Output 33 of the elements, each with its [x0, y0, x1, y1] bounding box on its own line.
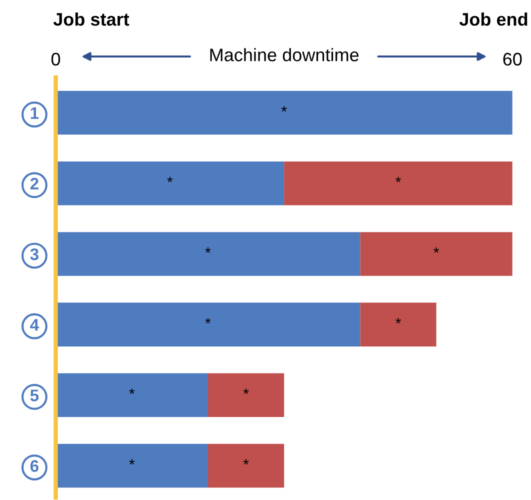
y-tick-label: 2 [30, 178, 38, 190]
data-label: * [205, 247, 211, 253]
data-label: * [129, 388, 135, 394]
bar [208, 444, 284, 488]
data-label: * [281, 106, 287, 112]
bar [56, 162, 284, 206]
bar [284, 162, 512, 206]
y-tick-label: 1 [30, 107, 39, 119]
text: Job end [459, 12, 528, 26]
text: Job start [53, 12, 130, 26]
data-label: * [167, 176, 173, 182]
data-label: * [434, 247, 440, 253]
data-label: * [129, 459, 135, 465]
x-tick-label: 0 [51, 52, 60, 66]
y-tick-label: 5 [30, 390, 39, 402]
bar [56, 232, 360, 276]
y-tick-label: 3 [30, 248, 38, 260]
bar [56, 373, 208, 418]
bar [360, 232, 512, 276]
y-tick-label: 6 [30, 460, 38, 472]
data-label: * [243, 388, 249, 394]
data-label: * [205, 318, 211, 324]
data-label: * [396, 318, 401, 324]
x-tick-label: 60 [503, 52, 522, 66]
x-axis-title: Machine downtime [210, 48, 359, 62]
bar [56, 444, 208, 488]
bar [56, 90, 512, 135]
data-label: * [243, 459, 249, 465]
bar [208, 373, 284, 418]
data-label: * [396, 176, 401, 182]
bar [56, 302, 360, 346]
bar [360, 302, 436, 346]
y-tick-label: 4 [30, 319, 39, 331]
